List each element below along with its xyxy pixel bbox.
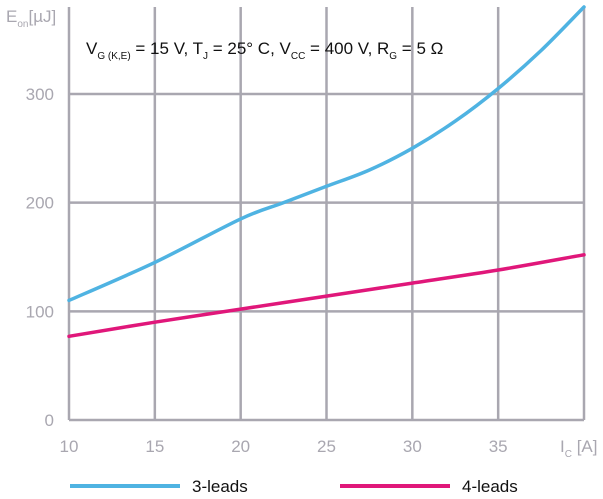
- legend-label-3-leads: 3-leads: [192, 477, 248, 496]
- y-tick-label-100: 100: [26, 302, 54, 321]
- legend: 3-leads 4-leads: [70, 477, 518, 496]
- y-axis-label: Eon[µJ]: [6, 7, 56, 30]
- x-tick-label-30: 30: [403, 437, 422, 456]
- tick-labels: 10 15 20 25 30 35 0 100 200 300: [26, 85, 508, 456]
- grid-lines: [69, 7, 586, 420]
- x-tick-label-25: 25: [317, 437, 336, 456]
- y-tick-label-300: 300: [26, 85, 54, 104]
- y-tick-label-0: 0: [45, 411, 54, 430]
- x-axis-label: IC [A]: [560, 437, 597, 460]
- legend-label-4-leads: 4-leads: [462, 477, 518, 496]
- test-conditions-annotation: VG (K,E) = 15 V, TJ = 25° C, VCC = 400 V…: [86, 39, 443, 62]
- x-tick-label-10: 10: [60, 437, 79, 456]
- axes: [67, 7, 584, 422]
- series-lines: [67, 5, 586, 339]
- series-line-4-leads: [67, 253, 586, 339]
- x-tick-label-35: 35: [489, 437, 508, 456]
- y-tick-label-200: 200: [26, 194, 54, 213]
- x-tick-label-20: 20: [231, 437, 250, 456]
- series-line-3-leads: [67, 5, 586, 303]
- x-tick-label-15: 15: [145, 437, 164, 456]
